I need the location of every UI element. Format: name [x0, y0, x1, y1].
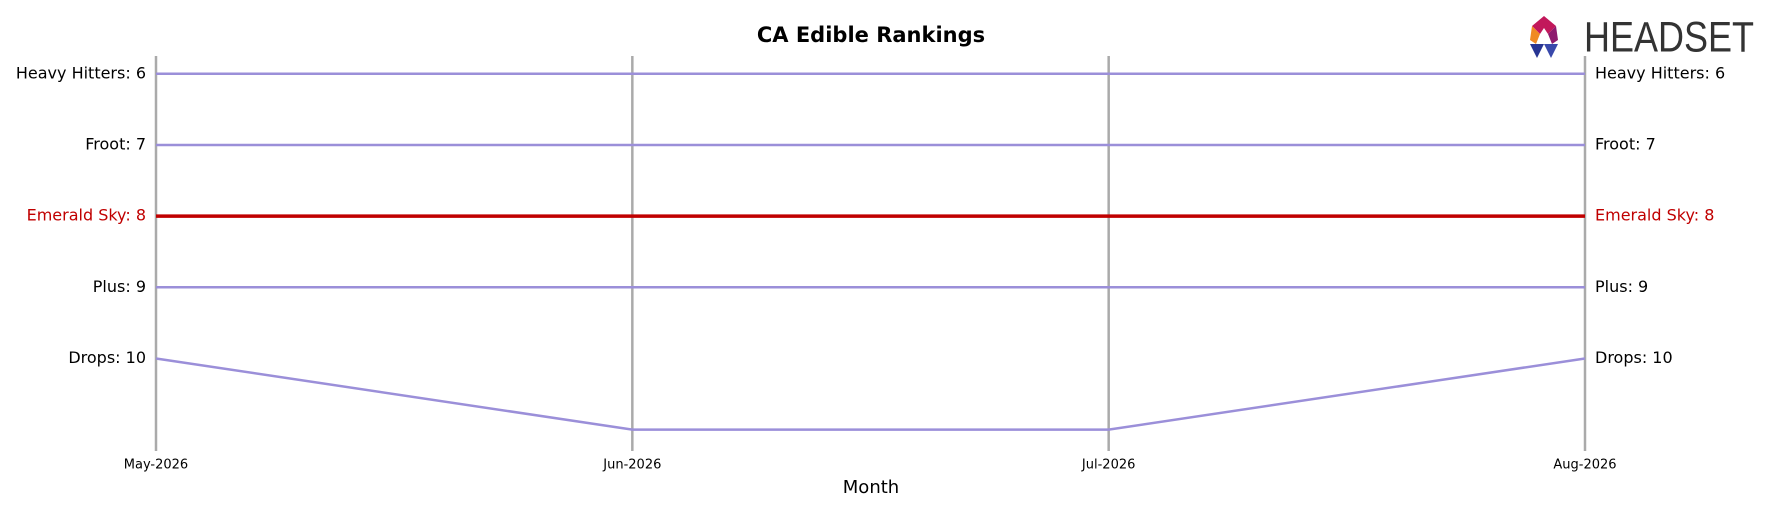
logo-icon: [1532, 16, 1556, 34]
start-label: Heavy Hitters: 6: [16, 63, 146, 82]
logo: HEADSET: [1530, 13, 1754, 61]
x-tick-label: May-2026: [124, 458, 188, 473]
logo-icon: [1530, 26, 1540, 44]
end-label: Plus: 9: [1595, 277, 1648, 296]
logo-text: HEADSET: [1584, 13, 1754, 61]
start-label: Drops: 10: [68, 348, 146, 367]
x-tick-label: Jun-2026: [602, 458, 661, 473]
x-tick-label: Jul-2026: [1081, 458, 1135, 473]
logo-icon: [1530, 44, 1544, 58]
start-label: Plus: 9: [93, 277, 146, 296]
x-axis-label: Month: [843, 477, 899, 498]
logo-icon: [1544, 44, 1558, 58]
x-tick-label: Aug-2026: [1553, 458, 1616, 473]
end-label: Drops: 10: [1595, 348, 1673, 367]
start-label: Froot: 7: [85, 134, 146, 153]
end-label: Heavy Hitters: 6: [1595, 63, 1725, 82]
logo-icon: [1548, 26, 1558, 44]
end-label: Froot: 7: [1595, 134, 1656, 153]
start-label: Emerald Sky: 8: [27, 206, 146, 225]
series-line: [155, 357, 1586, 431]
end-label: Emerald Sky: 8: [1595, 206, 1714, 225]
chart-title: CA Edible Rankings: [757, 23, 985, 47]
